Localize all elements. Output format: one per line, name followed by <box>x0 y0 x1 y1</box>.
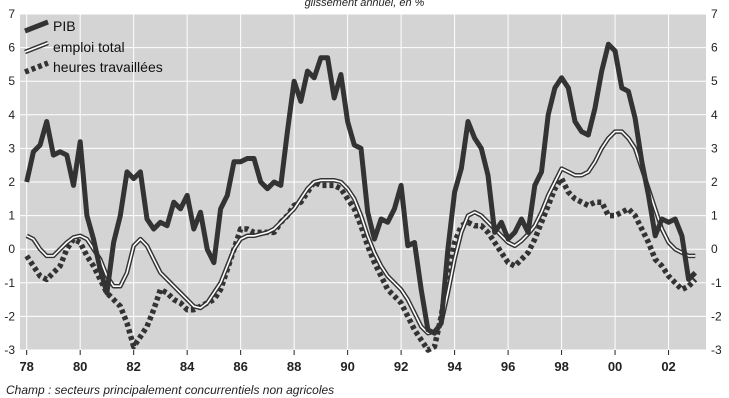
x-tick-label: 90 <box>340 359 354 374</box>
y-tick-label-left: 7 <box>8 7 15 21</box>
x-tick-label: 80 <box>73 359 87 374</box>
x-tick-label: 92 <box>394 359 408 374</box>
legend-label: PIB <box>53 18 76 34</box>
x-tick-label: 02 <box>661 359 675 374</box>
y-tick-label-left: -1 <box>4 276 15 290</box>
x-tick-label: 86 <box>233 359 247 374</box>
series-line <box>26 130 696 334</box>
y-tick-label-left: -3 <box>4 343 15 357</box>
y-tick-label-right: 2 <box>711 175 718 189</box>
x-tick-label: 84 <box>180 359 195 374</box>
series-layer <box>24 41 698 353</box>
y-tick-label-right: 3 <box>711 141 718 155</box>
y-tick-label-left: -2 <box>4 309 15 323</box>
y-tick-label-left: 6 <box>8 41 15 55</box>
y-tick-label-left: 1 <box>8 209 15 223</box>
y-tick-label-right: -2 <box>711 309 722 323</box>
y-tick-label-right: 1 <box>711 209 718 223</box>
x-tick-label: 78 <box>19 359 33 374</box>
y-tick-label-left: 0 <box>8 242 15 256</box>
legend-label: heures travaillées <box>53 59 163 75</box>
x-tick-label: 82 <box>126 359 140 374</box>
legend-label: emploi total <box>53 39 125 55</box>
y-axis-left: -3 -2 -1 0 1 2 3 4 5 6 7 <box>4 7 15 357</box>
y-axis-right: -3 -2 -1 0 1 2 3 4 5 6 7 <box>711 7 722 357</box>
y-tick-label-right: -3 <box>711 343 722 357</box>
legend-swatch <box>24 42 49 53</box>
legend-swatch <box>24 19 49 34</box>
y-tick-label-left: 5 <box>8 74 15 88</box>
y-tick-label-right: 4 <box>711 108 718 122</box>
legend-item: heures travaillées <box>23 59 163 75</box>
x-tick-label: 00 <box>608 359 622 374</box>
y-tick-label-right: 6 <box>711 41 718 55</box>
y-tick-label-left: 2 <box>8 175 15 189</box>
footnote: Champ : secteurs principalement concurre… <box>6 383 335 397</box>
legend: PIB emploi total heures travaillées <box>23 18 163 75</box>
y-tick-label-left: 3 <box>8 141 15 155</box>
x-tick-label: 94 <box>447 359 462 374</box>
x-tick-label: 96 <box>501 359 515 374</box>
y-tick-label-right: 0 <box>711 242 718 256</box>
x-axis: 78 80 82 84 86 88 90 92 94 96 98 00 02 <box>19 350 676 374</box>
series-emploi-total <box>25 129 696 336</box>
legend-item: emploi total <box>24 39 125 55</box>
chart-subtitle: glissement annuel, en % <box>304 0 425 9</box>
series-line <box>24 41 698 336</box>
y-tick-label-right: 7 <box>711 7 718 21</box>
legend-item: PIB <box>24 18 76 34</box>
series-PIB <box>24 41 698 336</box>
y-tick-label-right: -1 <box>711 276 722 290</box>
y-tick-label-right: 5 <box>711 74 718 88</box>
x-tick-label: 88 <box>287 359 301 374</box>
x-tick-label: 98 <box>554 359 568 374</box>
y-tick-label-left: 4 <box>8 108 15 122</box>
